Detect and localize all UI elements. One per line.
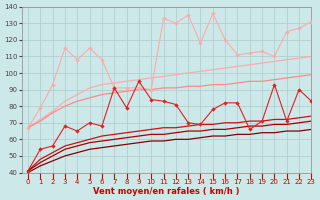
X-axis label: Vent moyen/en rafales ( km/h ): Vent moyen/en rafales ( km/h ) bbox=[93, 187, 240, 196]
